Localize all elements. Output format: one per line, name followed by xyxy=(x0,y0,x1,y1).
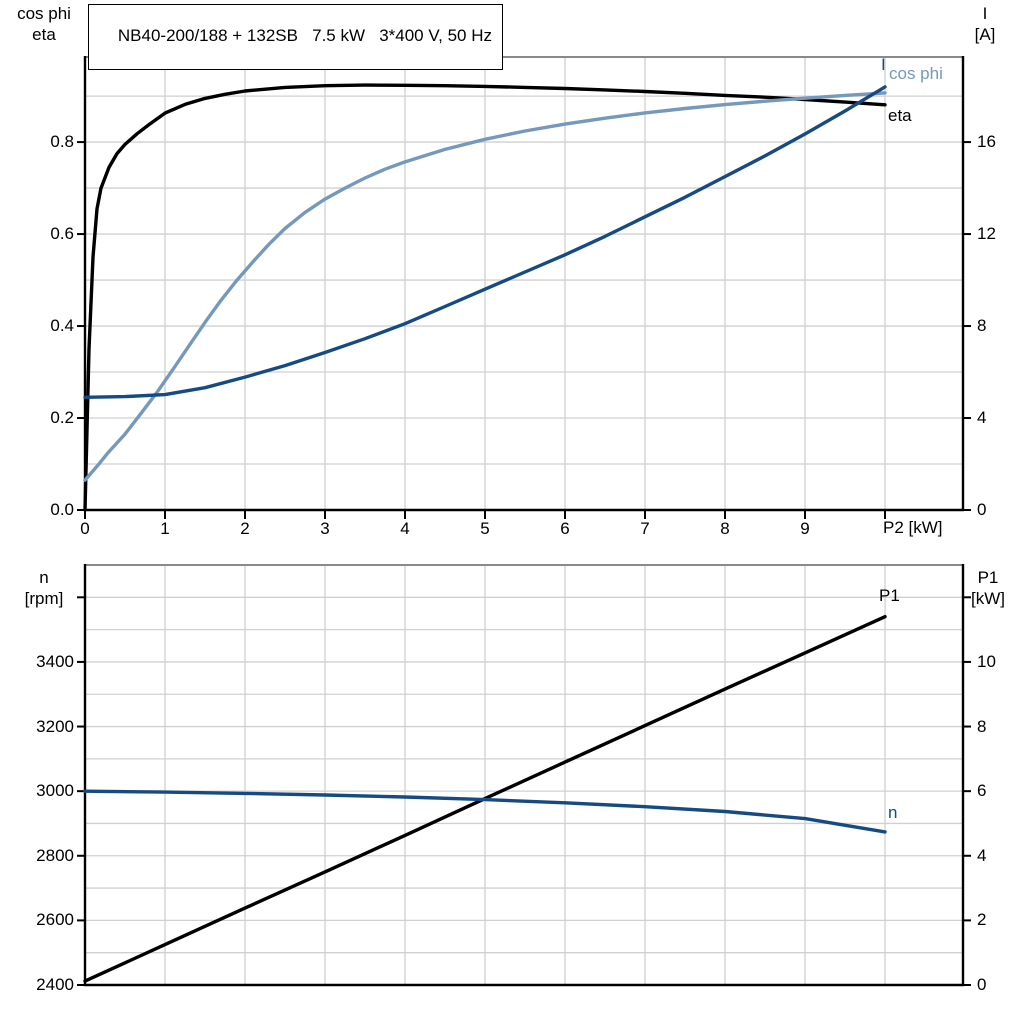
curve-eta xyxy=(83,83,887,512)
curve-n xyxy=(83,789,887,834)
curve-I xyxy=(83,85,887,399)
curve-cos-phi xyxy=(83,91,887,482)
